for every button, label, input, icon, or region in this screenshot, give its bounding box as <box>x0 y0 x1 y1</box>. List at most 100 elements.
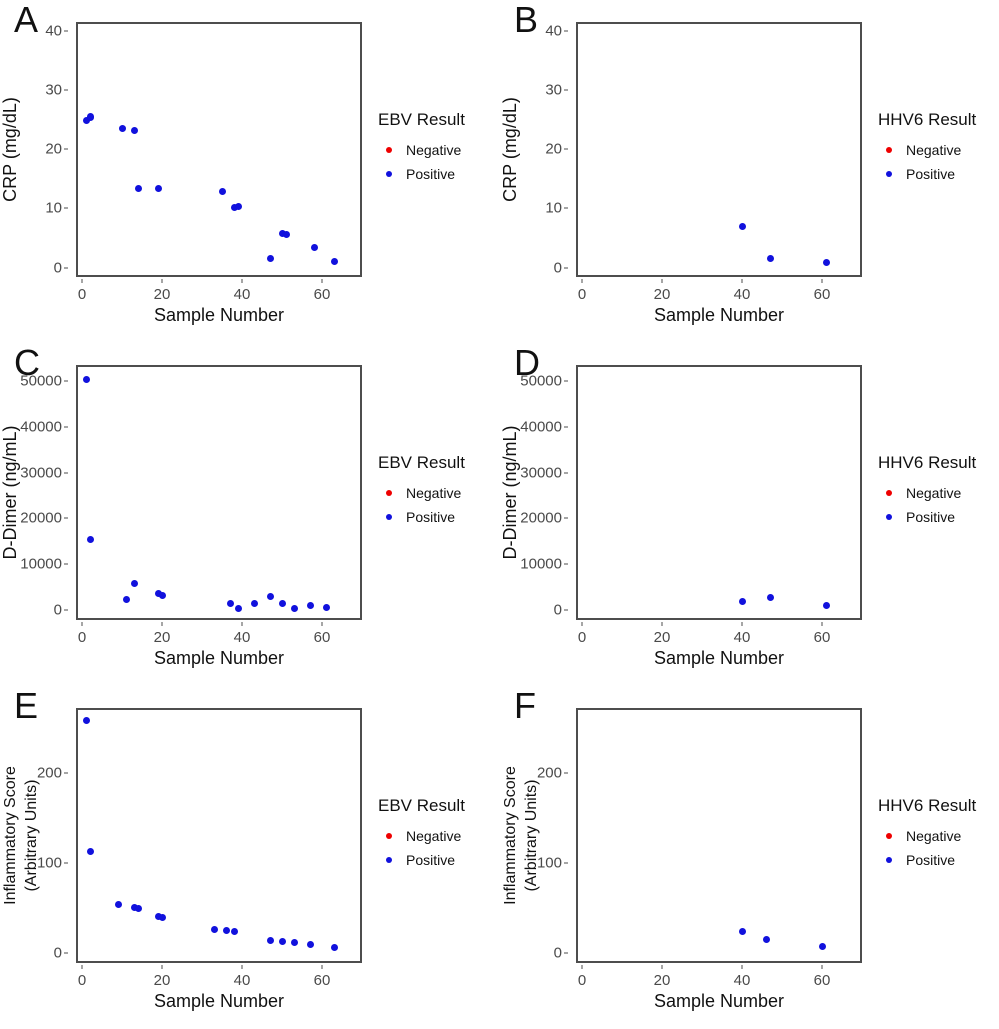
panel-e-ylabel-line2: (Arbitrary Units) <box>23 779 40 892</box>
legend-item-negative[interactable]: Negative <box>878 142 996 158</box>
y-tick-mark <box>564 267 568 269</box>
legend-item-positive[interactable]: Positive <box>378 852 496 868</box>
legend-item-negative[interactable]: Negative <box>878 485 996 501</box>
data-point <box>822 602 830 610</box>
legend-item-positive[interactable]: Positive <box>878 509 996 525</box>
panel-a-plot <box>76 22 362 277</box>
panel-d-ylabel: D-Dimer (ng/mL) <box>500 425 520 560</box>
legend-item-negative[interactable]: Negative <box>378 828 496 844</box>
panel-f-xlabel: Sample Number <box>653 991 785 1011</box>
panel-f-x-axis: 0 20 40 60 <box>576 965 862 991</box>
data-point <box>738 223 746 231</box>
panel-a-legend: EBV Result Negative Positive <box>378 110 496 190</box>
data-point <box>230 927 238 935</box>
data-point <box>306 601 314 609</box>
legend-item-negative[interactable]: Negative <box>378 142 496 158</box>
x-tick-label: 20 <box>653 972 671 989</box>
panel-letter-c: C <box>14 342 40 383</box>
panel-c: C 0 10000 20000 30000 40000 50000 0 20 40 60 Sam… <box>0 343 499 686</box>
data-point <box>234 203 242 211</box>
panel-d-plot <box>576 365 862 620</box>
x-tick-label: 20 <box>653 286 671 303</box>
legend-item-positive[interactable]: Positive <box>878 166 996 182</box>
y-tick-label: 0 <box>53 259 62 277</box>
y-tick-mark <box>564 609 568 611</box>
data-point <box>230 204 238 212</box>
data-point <box>82 717 90 725</box>
x-tick-mark <box>661 622 663 626</box>
x-tick-label: 60 <box>313 629 331 646</box>
x-tick-mark <box>581 279 583 283</box>
x-tick-mark <box>161 279 163 283</box>
x-tick-label: 0 <box>577 629 587 646</box>
panel-f-ylabel: Inflammatory Score (Arbitrary Units) <box>500 708 544 963</box>
panel-c-ylabel: D-Dimer (ng/mL) <box>0 425 20 560</box>
y-tick-label: 30000 <box>20 464 62 482</box>
y-tick-mark <box>64 772 68 774</box>
x-tick-mark <box>161 965 163 969</box>
panel-e-legend: EBV Result Negative Positive <box>378 796 496 876</box>
x-tick-mark <box>241 965 243 969</box>
y-tick-label: 30 <box>45 81 62 99</box>
legend-key-negative-icon <box>886 490 892 496</box>
legend-key-positive-icon <box>386 857 392 863</box>
panel-c-x-axis: 0 20 40 60 <box>76 622 362 648</box>
data-point <box>82 117 90 125</box>
data-point <box>154 912 162 920</box>
legend-key-positive-icon <box>886 514 892 520</box>
y-tick-mark <box>564 772 568 774</box>
x-tick-label: 40 <box>233 972 251 989</box>
data-point <box>278 937 286 945</box>
y-tick-label: 0 <box>53 601 62 619</box>
data-point <box>154 185 162 193</box>
y-tick-label: 20000 <box>520 509 562 527</box>
x-tick-mark <box>661 965 663 969</box>
data-point <box>82 375 90 383</box>
data-point <box>86 847 94 855</box>
y-tick-label: 0 <box>553 601 562 619</box>
legend-item-negative[interactable]: Negative <box>378 485 496 501</box>
y-tick-label: 200 <box>536 764 562 782</box>
x-tick-label: 60 <box>813 972 831 989</box>
data-point <box>818 943 826 951</box>
data-point <box>158 913 166 921</box>
x-tick-mark <box>81 279 83 283</box>
legend-item-positive[interactable]: Positive <box>378 166 496 182</box>
y-tick-label: 40000 <box>20 418 62 436</box>
x-tick-label: 60 <box>813 286 831 303</box>
panel-d-frame <box>576 365 862 620</box>
data-point <box>330 257 338 265</box>
x-tick-mark <box>81 622 83 626</box>
legend-item-negative[interactable]: Negative <box>878 828 996 844</box>
panel-b-ylabel: CRP (mg/dL) <box>500 97 520 202</box>
y-tick-mark <box>64 952 68 954</box>
panel-f-y-axis: 0 100 200 <box>500 708 572 963</box>
data-point <box>234 604 242 612</box>
panel-e-plot <box>76 708 362 963</box>
data-point <box>86 113 94 121</box>
panel-a-frame <box>76 22 362 277</box>
legend-item-positive[interactable]: Positive <box>878 852 996 868</box>
x-tick-mark <box>321 622 323 626</box>
panel-b-plot <box>576 22 862 277</box>
legend-key-positive-icon <box>386 171 392 177</box>
data-point <box>118 125 126 132</box>
x-tick-mark <box>741 965 743 969</box>
legend-title: EBV Result <box>378 453 465 472</box>
legend-item-positive[interactable]: Positive <box>378 509 496 525</box>
legend-label-positive: Positive <box>906 852 956 868</box>
legend-label-negative: Negative <box>906 828 962 844</box>
y-tick-label: 40 <box>545 22 562 40</box>
panel-a-y-axis: 0 10 20 30 40 <box>0 22 72 277</box>
data-point <box>330 944 338 952</box>
legend-label-positive: Positive <box>406 509 456 525</box>
y-tick-mark <box>64 609 68 611</box>
x-tick-mark <box>581 622 583 626</box>
x-tick-label: 40 <box>733 286 751 303</box>
data-point <box>766 593 774 601</box>
x-tick-mark <box>741 279 743 283</box>
x-tick-label: 40 <box>233 286 251 303</box>
y-tick-label: 30000 <box>520 464 562 482</box>
legend-key-positive-icon <box>886 171 892 177</box>
data-point <box>266 593 274 601</box>
